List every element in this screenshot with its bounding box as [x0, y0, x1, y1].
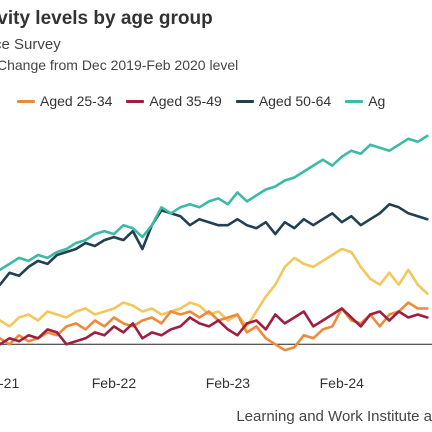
y-axis-label: Change from Dec 2019-Feb 2020 level [0, 57, 239, 73]
legend-label-3: Aged 50-64 [258, 93, 332, 109]
legend-label-4: Ag [368, 93, 386, 109]
series-layer [0, 134, 429, 352]
chart-subtitle: ce Survey [0, 36, 61, 53]
legend-item-2: Aged 35-49 [126, 93, 222, 109]
series-line-3 [0, 203, 429, 287]
legend-item-3: Aged 50-64 [235, 93, 332, 109]
legend-swatch-2 [126, 99, 145, 103]
legend-item-4: Ag [345, 93, 385, 109]
series-line-4 [0, 134, 429, 272]
x-tick-label-1: Feb-22 [92, 375, 137, 391]
legend-label-1: Aged 25-34 [40, 93, 113, 109]
legend-swatch-3 [235, 99, 254, 103]
legend-swatch-4 [345, 99, 364, 103]
legend: Aged 25-34 Aged 35-49 Aged 50-64 Ag [0, 91, 432, 111]
series-line-0 [0, 247, 429, 328]
legend-swatch-1 [17, 99, 35, 103]
legend-label-2: Aged 35-49 [149, 93, 222, 109]
x-tick-label-0: -21 [0, 375, 19, 391]
x-tick-label-3: Feb-24 [320, 375, 365, 391]
legend-item-1: Aged 25-34 [17, 93, 112, 109]
series-line-2 [0, 307, 429, 346]
tick-label-layer: -21 Feb-22 Feb-23 Feb-24 [0, 375, 364, 391]
chart-title: ivity levels by age group [0, 8, 213, 29]
x-tick-label-2: Feb-23 [206, 375, 251, 391]
source-note: Learning and Work Institute a [236, 408, 432, 425]
